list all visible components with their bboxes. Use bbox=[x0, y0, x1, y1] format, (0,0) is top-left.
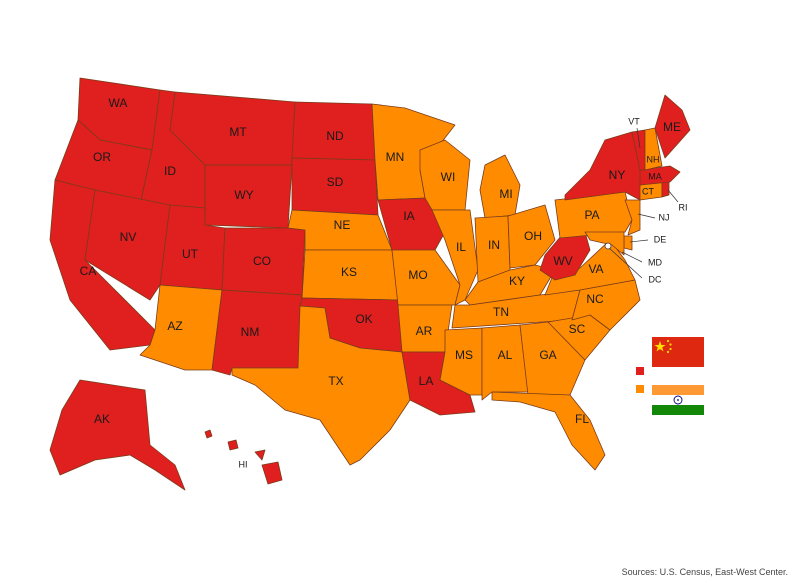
label-md: MD bbox=[648, 257, 662, 267]
label-az: AZ bbox=[167, 319, 182, 333]
label-mt: MT bbox=[229, 125, 247, 139]
label-ok: OK bbox=[355, 312, 372, 326]
state-md[interactable] bbox=[584, 231, 625, 256]
state-me[interactable] bbox=[654, 94, 691, 159]
label-ut: UT bbox=[182, 247, 199, 261]
label-ia: IA bbox=[403, 209, 414, 223]
source-note: Sources: U.S. Census, East-West Center. bbox=[621, 567, 788, 577]
label-ga: GA bbox=[539, 348, 556, 362]
state-de[interactable] bbox=[623, 235, 633, 251]
label-ky: KY bbox=[509, 274, 525, 288]
legend bbox=[636, 337, 704, 415]
label-ct: CT bbox=[642, 186, 654, 196]
state-ma[interactable] bbox=[639, 165, 681, 186]
state-fl[interactable] bbox=[491, 391, 606, 471]
label-tn: TN bbox=[493, 305, 509, 319]
label-va: VA bbox=[588, 262, 603, 276]
state-hi[interactable] bbox=[204, 429, 283, 485]
state-il[interactable] bbox=[431, 209, 479, 306]
india-flag bbox=[652, 385, 704, 415]
label-mi: MI bbox=[499, 187, 512, 201]
label-ar: AR bbox=[416, 324, 433, 338]
state-tx[interactable] bbox=[231, 305, 411, 466]
label-vt: VT bbox=[628, 116, 640, 126]
legend-swatch-india bbox=[636, 385, 644, 393]
label-wi: WI bbox=[441, 170, 456, 184]
label-me: ME bbox=[663, 120, 681, 134]
label-co: CO bbox=[253, 254, 271, 268]
state-ia[interactable] bbox=[377, 197, 446, 251]
label-oh: OH bbox=[524, 229, 542, 243]
label-in: IN bbox=[488, 238, 500, 252]
label-il: IL bbox=[456, 240, 466, 254]
label-wy: WY bbox=[234, 188, 253, 202]
label-mn: MN bbox=[386, 150, 405, 164]
label-nj: NJ bbox=[659, 212, 670, 222]
label-ca: CA bbox=[80, 264, 97, 278]
label-fl: FL bbox=[575, 412, 589, 426]
state-labels: WA OR CA ID NV MT WY UT CO AZ NM ND SD N… bbox=[80, 96, 688, 469]
label-tx: TX bbox=[328, 374, 343, 388]
label-de: DE bbox=[654, 234, 667, 244]
label-id: ID bbox=[164, 164, 176, 178]
label-or: OR bbox=[93, 150, 111, 164]
label-wv: WV bbox=[553, 254, 572, 268]
label-ms: MS bbox=[455, 348, 473, 362]
state-al[interactable] bbox=[481, 324, 529, 401]
label-ne: NE bbox=[334, 218, 351, 232]
label-wa: WA bbox=[109, 96, 128, 110]
label-ri: RI bbox=[679, 202, 688, 212]
label-pa: PA bbox=[584, 208, 599, 222]
label-ny: NY bbox=[609, 168, 626, 182]
label-nm: NM bbox=[241, 325, 260, 339]
label-ks: KS bbox=[341, 265, 357, 279]
label-sc: SC bbox=[569, 322, 586, 336]
state-nj[interactable] bbox=[624, 199, 641, 236]
state-va[interactable] bbox=[544, 239, 636, 296]
label-nc: NC bbox=[586, 292, 604, 306]
label-hi: HI bbox=[239, 459, 248, 469]
state-ny[interactable] bbox=[564, 131, 646, 201]
state-ri[interactable] bbox=[661, 181, 670, 198]
label-nv: NV bbox=[120, 230, 137, 244]
state-nh[interactable] bbox=[644, 127, 663, 171]
state-ak[interactable] bbox=[49, 379, 186, 491]
label-al: AL bbox=[498, 348, 513, 362]
state-nv[interactable] bbox=[84, 189, 171, 301]
label-dc: DC bbox=[649, 274, 662, 284]
label-ak: AK bbox=[94, 412, 110, 426]
china-flag bbox=[652, 337, 704, 367]
label-nd: ND bbox=[326, 129, 344, 143]
label-sd: SD bbox=[327, 175, 344, 189]
label-la: LA bbox=[419, 374, 434, 388]
legend-swatch-china bbox=[636, 367, 644, 375]
label-nh: NH bbox=[647, 154, 660, 164]
label-mo: MO bbox=[408, 268, 427, 282]
state-oh[interactable] bbox=[507, 204, 556, 269]
state-co[interactable] bbox=[221, 227, 306, 296]
label-ma: MA bbox=[648, 171, 662, 181]
state-ga[interactable] bbox=[519, 321, 586, 396]
